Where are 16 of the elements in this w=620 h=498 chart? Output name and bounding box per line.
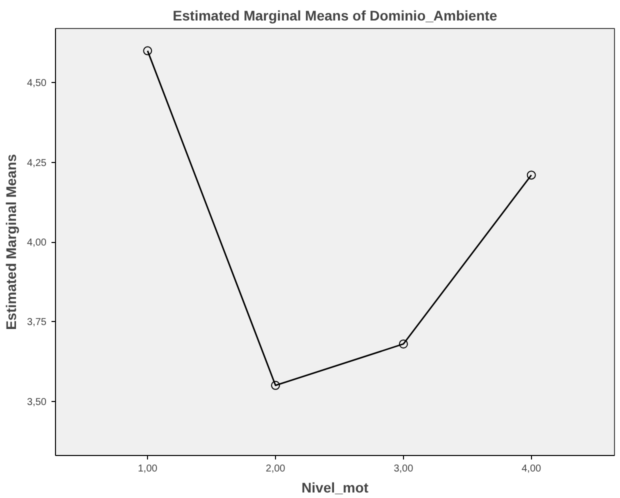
x-tick-label: 4,00 [522,464,542,474]
chart-title: Estimated Marginal Means of Dominio_Ambiente [172,8,498,24]
point [526,170,536,180]
y-tick-label: 3,75 [27,317,47,328]
x-tick-label: 1,00 [138,464,158,474]
x-tick-label: 2,00 [266,464,286,474]
point [143,46,152,56]
y-tick-label: 3,50 [27,396,47,408]
y-tick-label: 4,25 [27,158,47,169]
point [398,339,408,348]
y-tick-label: 4,50 [27,78,47,90]
point [271,380,280,390]
y-axis-title: Estimated Marginal Means [3,154,20,330]
x-axis-title: Nivel_mot [302,480,369,496]
x-tick-label: 3,00 [394,464,414,474]
y-tick-label: 4,00 [27,238,47,248]
